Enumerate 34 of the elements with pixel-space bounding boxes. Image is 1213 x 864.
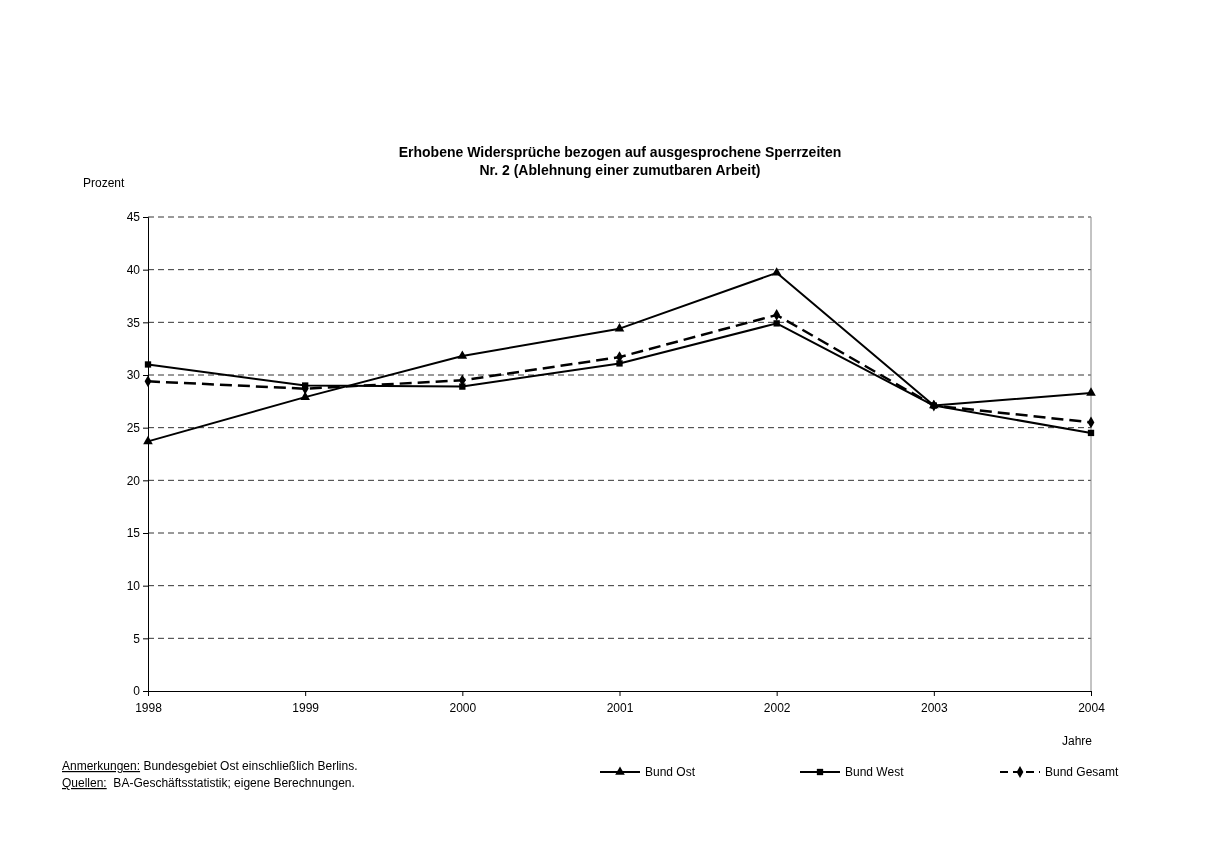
y-tick-label: 10 <box>126 579 141 594</box>
x-tick-label: 2000 <box>449 701 477 716</box>
chart-title: Erhobene Widersprüche bezogen auf ausgesprochene Sperrzeiten <box>398 144 842 160</box>
y-tick-label: 30 <box>126 368 141 383</box>
x-tick-label: 2002 <box>763 701 791 716</box>
y-tick-label: 35 <box>126 315 141 330</box>
x-tick-label: 2004 <box>1078 701 1106 716</box>
x-tick-label: 2003 <box>920 701 948 716</box>
y-tick-label: 20 <box>126 473 141 488</box>
chart-subtitle: Nr. 2 (Ablehnung einer zumutbaren Arbeit) <box>479 162 761 178</box>
x-tick-label: 2001 <box>606 701 634 716</box>
x-tick-label: 1998 <box>135 701 163 716</box>
point <box>143 435 153 445</box>
point <box>773 320 780 327</box>
legend-label: Bund Ost <box>645 765 696 779</box>
y-tick-label: 5 <box>133 631 141 646</box>
x-axis-title: Jahre <box>1061 734 1093 748</box>
y-tick-label: 0 <box>133 684 141 699</box>
x-tick-label: 1999 <box>292 701 320 716</box>
y-tick-label: 15 <box>126 526 141 541</box>
text: Anmerkungen: Bundesgebiet Ost einschließlich Berlins. <box>62 759 358 773</box>
y-tick-label: 25 <box>126 421 141 436</box>
y-tick-label: 40 <box>126 263 141 278</box>
source-note: Quellen: BA-Geschäftsstatistik; eigene Berechnungen. <box>62 776 355 790</box>
point <box>457 350 468 359</box>
point <box>144 361 152 368</box>
point <box>1087 429 1095 437</box>
legend-label: Bund Gesamt <box>1045 765 1120 779</box>
point <box>614 323 625 332</box>
y-axis-title: Prozent <box>83 176 126 190</box>
y-tick-label: 45 <box>126 210 141 225</box>
legend-label: Bund West <box>845 765 905 779</box>
point <box>771 267 782 276</box>
point <box>1086 387 1096 396</box>
